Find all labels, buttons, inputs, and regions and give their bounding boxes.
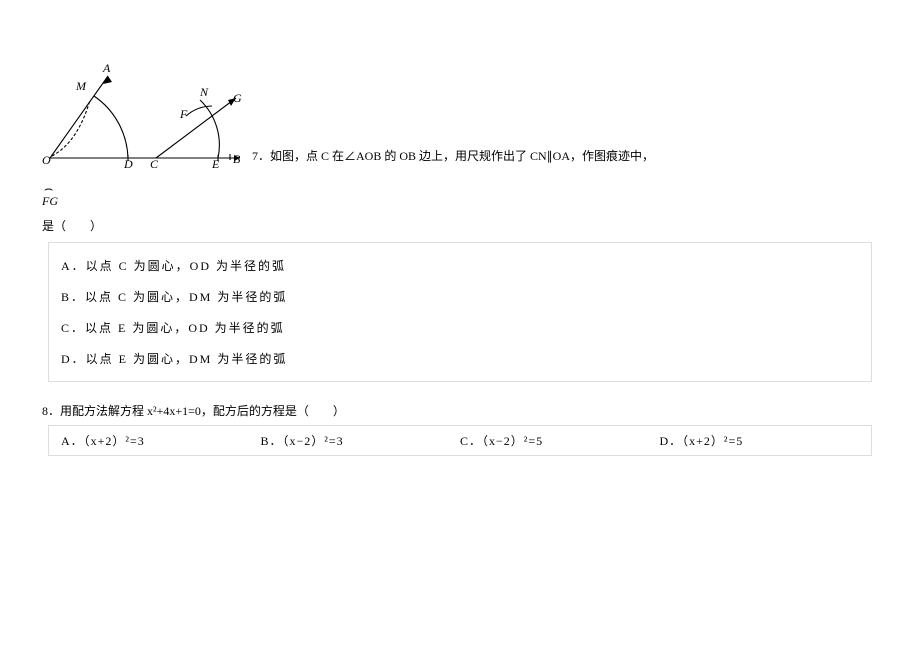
svg-text:A: A xyxy=(102,61,111,75)
geometry-figure: O A M D C E FN G B xyxy=(40,60,248,172)
q8-options-row: A．（x+2）²=3 B．（x−2）²=3 C．（x−2）²=5 D．（x+2）… xyxy=(48,425,872,456)
q7-row: O A M D C E FN G B 7．如图，点 C 在∠AOB 的 OB 边上，用尺规作出了… xyxy=(40,60,880,172)
q7-options-box: A．以点 C 为圆心，OD 为半径的弧 B．以点 C 为圆心，DM 为半径的弧 … xyxy=(48,242,872,382)
svg-text:N: N xyxy=(199,85,209,99)
svg-text:O: O xyxy=(42,153,51,167)
svg-text:G: G xyxy=(233,91,242,105)
q7-option-a: A．以点 C 为圆心，OD 为半径的弧 xyxy=(61,257,859,274)
q8-option-a: A．（x+2）²=3 xyxy=(61,432,261,449)
svg-text:C: C xyxy=(150,157,159,171)
svg-text:B: B xyxy=(233,152,241,166)
arc-fg-label: FG xyxy=(42,194,58,209)
q7-inline-text: 7．如图，点 C 在∠AOB 的 OB 边上，用尺规作出了 CN∥OA，作图痕迹… xyxy=(252,147,654,172)
svg-text:M: M xyxy=(75,79,87,93)
q7-option-c: C．以点 E 为圆心，OD 为半径的弧 xyxy=(61,319,859,336)
svg-text:F: F xyxy=(179,107,188,121)
q8-stem: 8．用配方法解方程 x²+4x+1=0，配方后的方程是（ ） xyxy=(42,402,878,419)
q8-option-c: C．（x−2）²=5 xyxy=(460,432,660,449)
q7-option-b: B．以点 C 为圆心，DM 为半径的弧 xyxy=(61,288,859,305)
q8-option-b: B．（x−2）²=3 xyxy=(261,432,461,449)
q7-stem-tail: 是（ ） xyxy=(42,217,880,234)
svg-text:E: E xyxy=(211,157,220,171)
q8-option-d: D．（x+2）²=5 xyxy=(660,432,860,449)
q7-option-d: D．以点 E 为圆心，DM 为半径的弧 xyxy=(61,350,859,367)
svg-text:D: D xyxy=(123,157,133,171)
page: O A M D C E FN G B 7．如图，点 C 在∠AOB 的 OB 边上，用尺规作出了… xyxy=(0,0,920,496)
